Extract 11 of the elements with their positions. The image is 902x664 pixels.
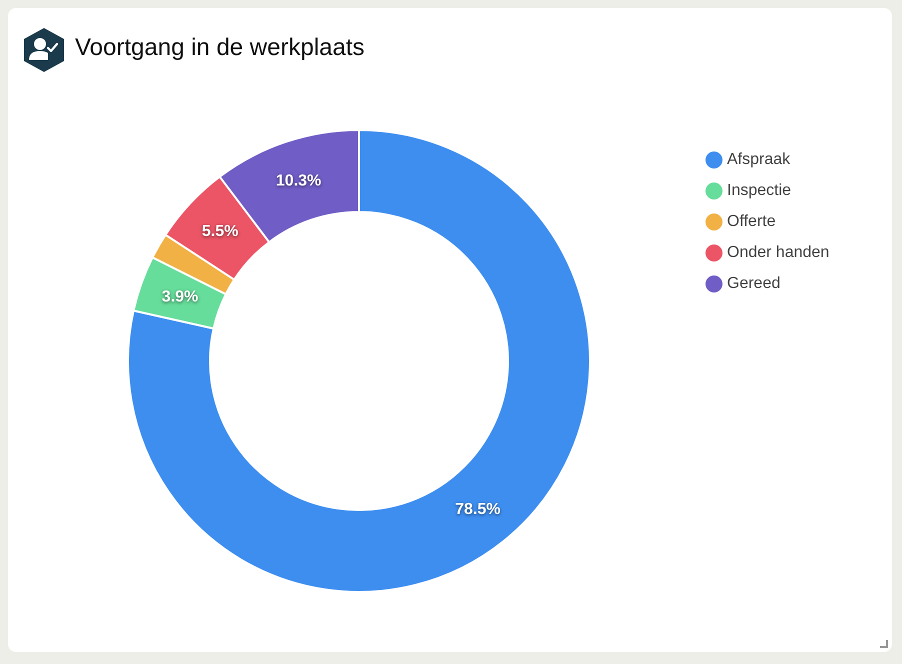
legend-label: Inspectie	[727, 182, 792, 200]
legend-label: Gereed	[727, 274, 780, 292]
data-label: 78.5%	[455, 500, 500, 518]
donut-slice	[127, 129, 591, 593]
legend-label: Onder handen	[727, 244, 830, 262]
chart-title: Voortgang in de werkplaats	[75, 34, 365, 62]
data-label: 3.9%	[162, 288, 198, 306]
legend-label: Offerte	[727, 212, 776, 230]
legend-label: Afspraak	[727, 150, 790, 168]
data-label: 10.3%	[276, 172, 322, 190]
data-label: 5.5%	[202, 222, 238, 240]
